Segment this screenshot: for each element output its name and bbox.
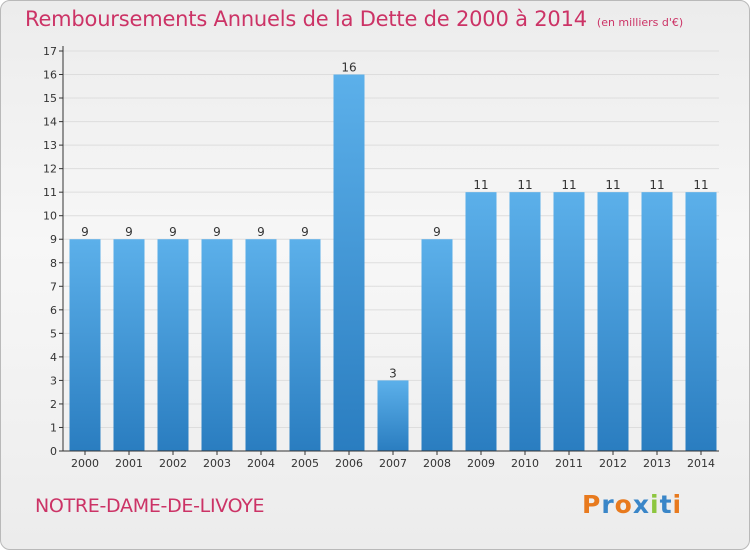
data-label-2001: 9 <box>125 225 133 239</box>
data-label-2013: 11 <box>649 178 664 192</box>
proxiti-logo: Proxiti <box>582 490 682 519</box>
y-tick-label: 12 <box>43 163 57 176</box>
x-tick-label-2012: 2012 <box>599 457 627 470</box>
bar-2004 <box>245 239 277 451</box>
data-label-2005: 9 <box>301 225 309 239</box>
logo-letter: r <box>601 490 615 519</box>
x-tick-label-2006: 2006 <box>335 457 363 470</box>
bar-2014 <box>685 192 717 452</box>
bar-2003 <box>201 239 233 451</box>
logo-letter: t <box>659 490 673 519</box>
x-tick-label-2007: 2007 <box>379 457 407 470</box>
bar-2007 <box>377 380 409 451</box>
data-label-2003: 9 <box>213 225 221 239</box>
y-tick-label: 6 <box>50 304 57 317</box>
chart-title: Remboursements Annuels de la Dette de 20… <box>25 7 587 31</box>
y-tick-label: 5 <box>50 327 57 340</box>
bar-2011 <box>553 192 585 452</box>
bar-2009 <box>465 192 497 452</box>
data-label-2006: 16 <box>341 61 356 75</box>
data-label-2014: 11 <box>693 178 708 192</box>
y-tick-label: 13 <box>43 139 57 152</box>
x-tick-label-2001: 2001 <box>115 457 143 470</box>
y-tick-label: 0 <box>50 445 57 458</box>
x-tick-label-2014: 2014 <box>687 457 715 470</box>
bar-2002 <box>157 239 189 451</box>
y-tick-label: 17 <box>43 45 57 58</box>
logo-letter: P <box>582 490 602 519</box>
bar-2006 <box>333 74 365 451</box>
bar-2012 <box>597 192 629 452</box>
bar-2000 <box>69 239 101 451</box>
y-tick-label: 4 <box>50 351 57 364</box>
y-tick-label: 11 <box>43 186 57 199</box>
data-label-2009: 11 <box>473 178 488 192</box>
y-tick-label: 14 <box>43 116 57 129</box>
y-tick-label: 7 <box>50 280 57 293</box>
x-tick-label-2008: 2008 <box>423 457 451 470</box>
x-tick-label-2000: 2000 <box>71 457 99 470</box>
x-tick-label-2004: 2004 <box>247 457 275 470</box>
data-label-2007: 3 <box>389 366 397 380</box>
y-tick-label: 9 <box>50 233 57 246</box>
bar-2008 <box>421 239 453 451</box>
data-label-2004: 9 <box>257 225 265 239</box>
unit-label: (en milliers d'€) <box>596 16 684 29</box>
bar-2001 <box>113 239 145 451</box>
data-label-2010: 11 <box>517 178 532 192</box>
data-label-2000: 9 <box>81 225 89 239</box>
x-tick-label-2005: 2005 <box>291 457 319 470</box>
x-tick-label-2011: 2011 <box>555 457 583 470</box>
x-tick-label-2003: 2003 <box>203 457 231 470</box>
y-tick-label: 10 <box>43 210 57 223</box>
y-tick-label: 3 <box>50 374 57 387</box>
bar-2005 <box>289 239 321 451</box>
commune-name: NOTRE-DAME-DE-LIVOYE <box>35 495 265 517</box>
bar-2010 <box>509 192 541 452</box>
data-labels: 9 9 9 9 9 9 16 3 9 11 11 11 11 11 11 <box>81 61 708 381</box>
x-tick-label-2013: 2013 <box>643 457 671 470</box>
bar-2013 <box>641 192 673 452</box>
x-tick-label-2002: 2002 <box>159 457 187 470</box>
logo-letter: o <box>614 490 633 519</box>
bars <box>69 74 717 452</box>
logo-letter: x <box>632 490 650 519</box>
y-tick-label: 16 <box>43 69 57 82</box>
title-row: Remboursements Annuels de la Dette de 20… <box>25 7 683 31</box>
y-tick-label: 2 <box>50 398 57 411</box>
data-label-2008: 9 <box>433 225 441 239</box>
x-tick-label-2009: 2009 <box>467 457 495 470</box>
logo-letter: i <box>650 490 660 519</box>
logo-letter: i <box>672 490 683 519</box>
x-tick-label-2010: 2010 <box>511 457 539 470</box>
data-label-2012: 11 <box>605 178 620 192</box>
y-tick-label: 15 <box>43 92 57 105</box>
data-label-2002: 9 <box>169 225 177 239</box>
data-label-2011: 11 <box>561 178 576 192</box>
y-tick-label: 8 <box>50 257 57 270</box>
y-tick-label: 1 <box>50 421 57 434</box>
